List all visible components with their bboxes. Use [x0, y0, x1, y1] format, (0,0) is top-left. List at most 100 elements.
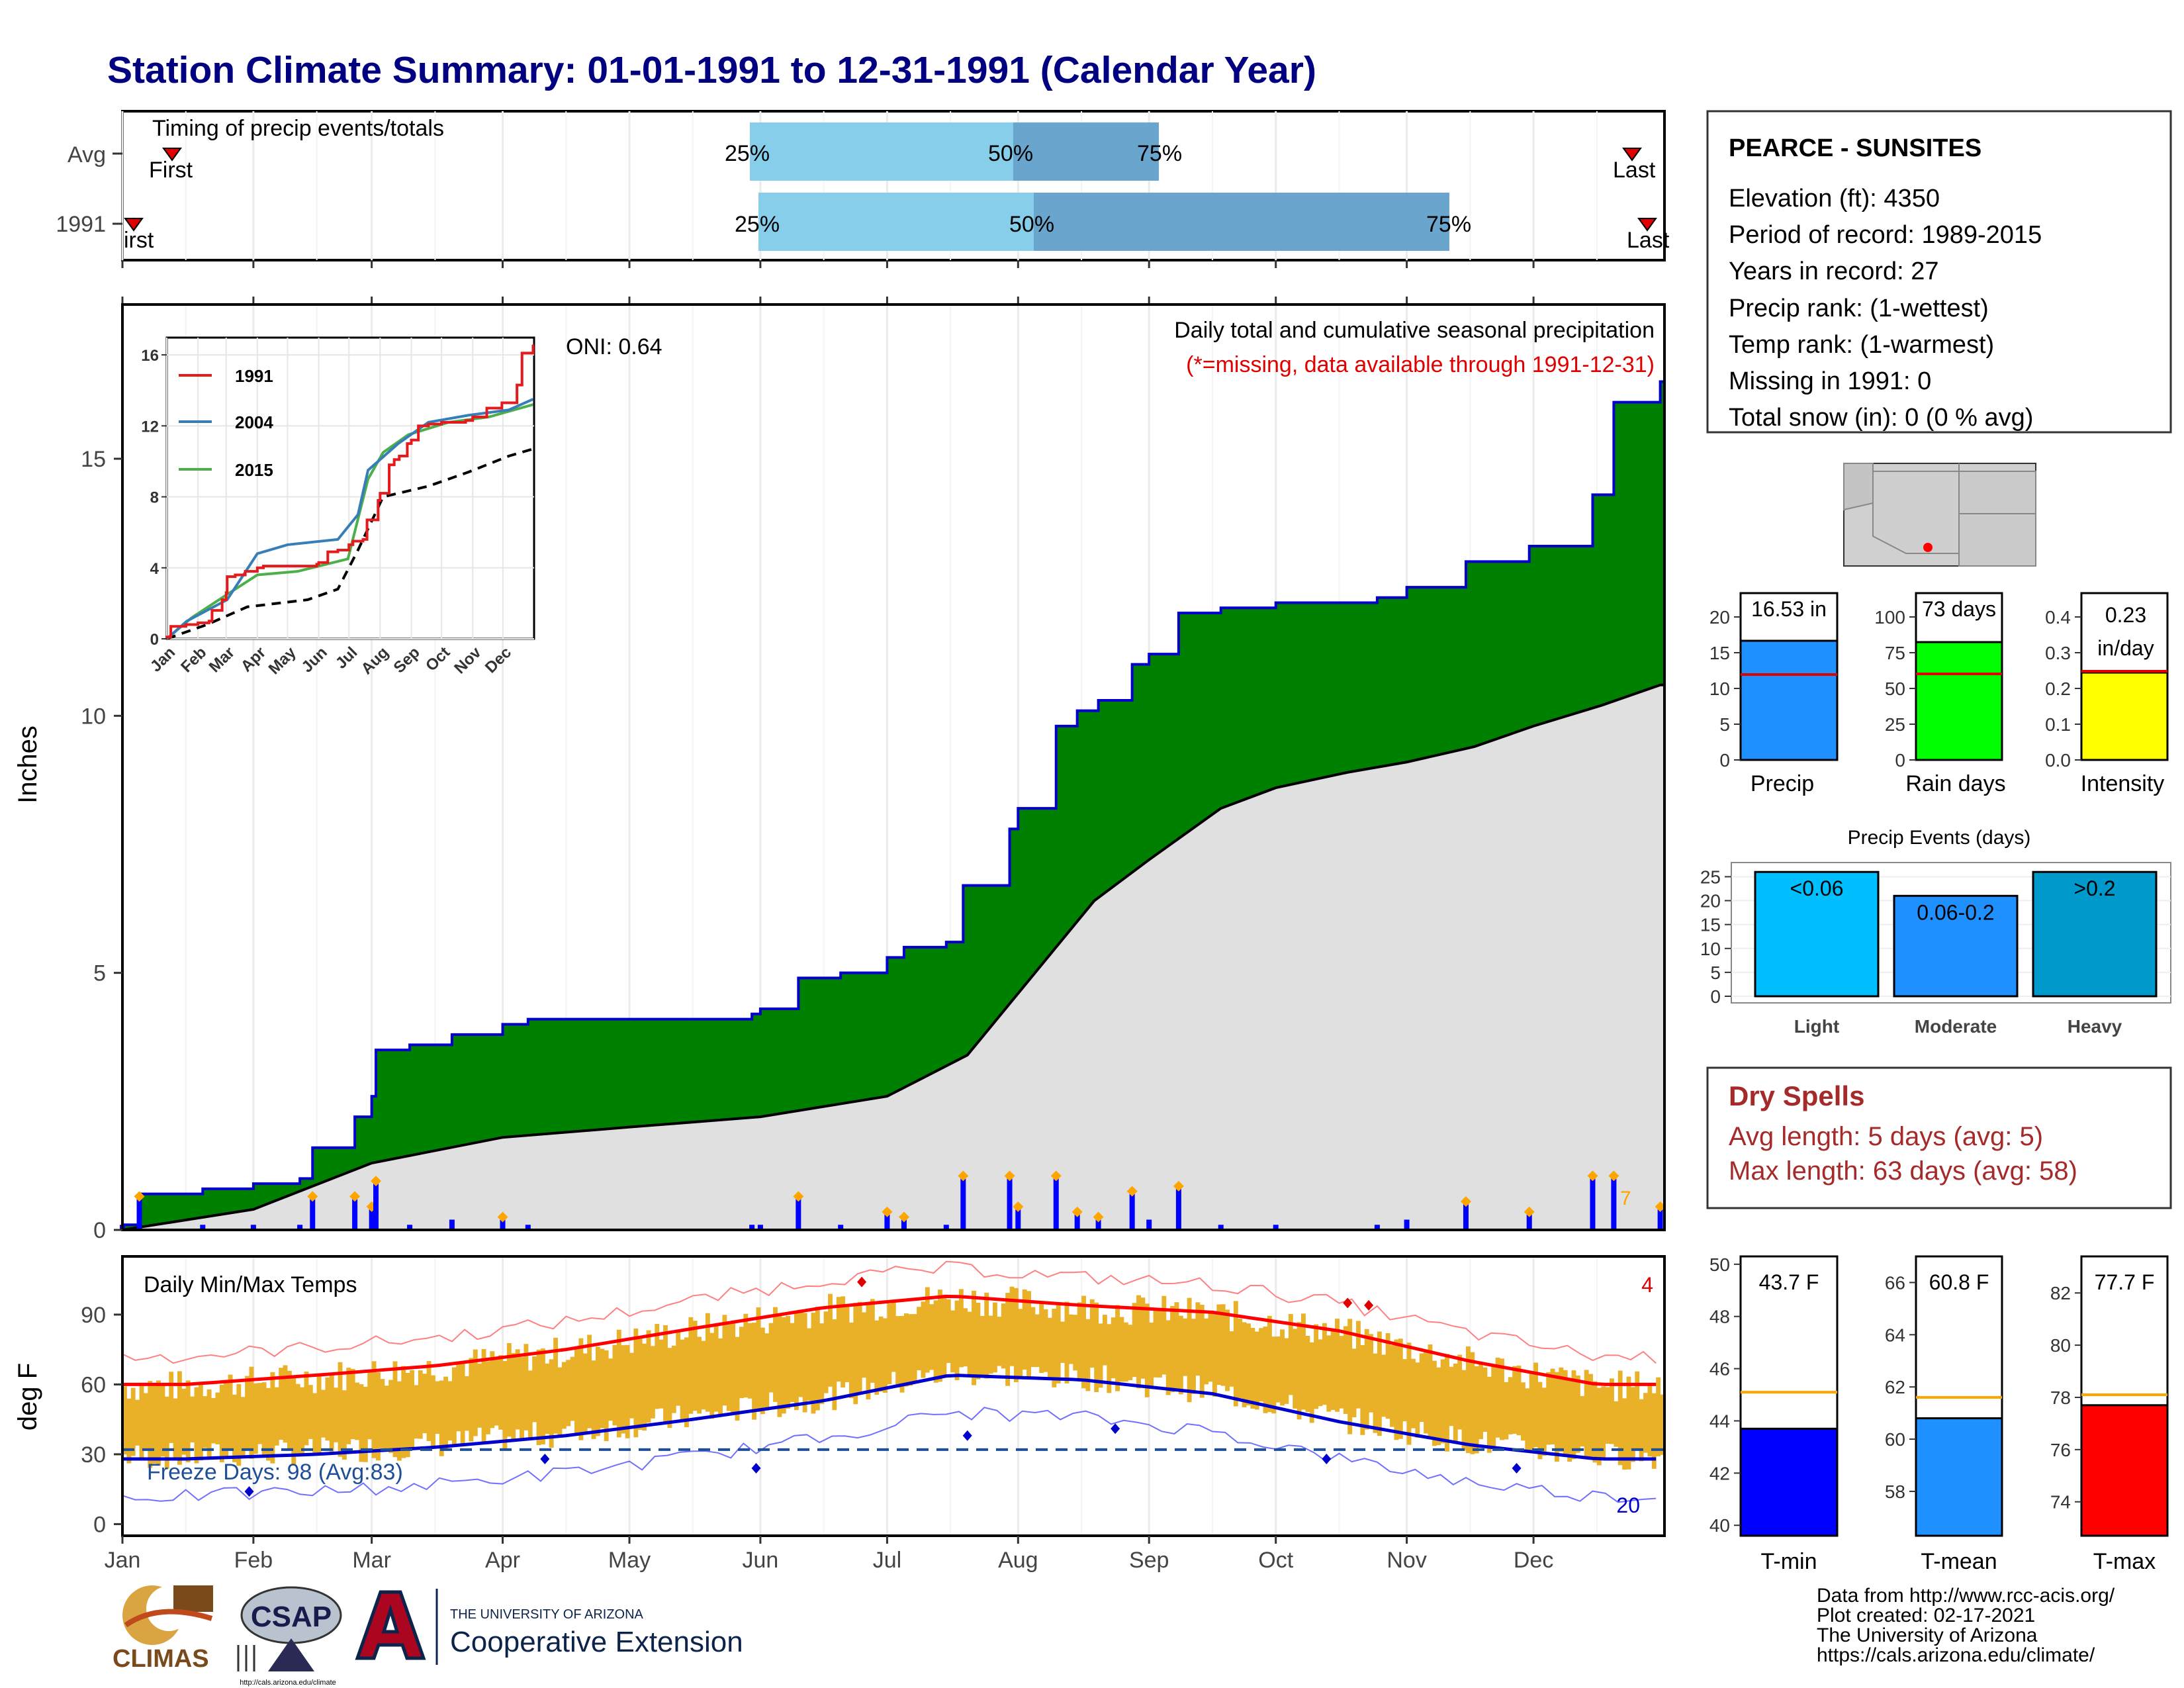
month-label: Feb [234, 1548, 273, 1573]
temp-summary-tick-label: 74 [2050, 1492, 2071, 1513]
summary-tick-label: 0.4 [2045, 607, 2071, 628]
temp-range-bar [148, 1381, 153, 1468]
credit-line-0: Data from http://www.rcc-acis.org/ [1817, 1585, 2115, 1607]
temp-range-bar [671, 1345, 676, 1413]
ua-line2: Cooperative Extension [450, 1626, 743, 1658]
event-bar-range-label: >0.2 [2073, 876, 2115, 900]
temp-range-bar [177, 1371, 182, 1465]
temp-range-bar [1052, 1309, 1057, 1387]
avg-q50-label: 50% [988, 141, 1033, 166]
daily-precip-bar [1218, 1225, 1224, 1230]
temp-range-bar [1571, 1370, 1576, 1460]
temp-range-bar [228, 1374, 233, 1451]
temp-range-bar [612, 1344, 617, 1426]
rain-days-bar-chart: 73 days Rain days 0 25 50 75 100 [1874, 592, 2006, 796]
temp-range-bar [773, 1307, 778, 1402]
temp-range-bar [925, 1287, 930, 1373]
inset-average-line [166, 447, 534, 640]
temp-range-bar [1225, 1309, 1230, 1391]
temp-range-bar [367, 1371, 373, 1440]
temp-summary-tick-label: 82 [2050, 1283, 2071, 1303]
temp-range-bar [979, 1316, 985, 1375]
temp-summary-bar-t-max [2080, 1404, 2169, 1537]
temp-range-bar [1170, 1305, 1175, 1393]
record-max-line [122, 1260, 1657, 1364]
temp-range-bar [139, 1383, 144, 1459]
heavy-event-diamond [1093, 1211, 1104, 1223]
daily-precip-bar [525, 1225, 531, 1230]
temp-range-bar [1504, 1382, 1509, 1440]
temp-range-bar [443, 1376, 449, 1450]
temp-range-bar [984, 1292, 989, 1379]
record-low-diamond [540, 1453, 550, 1464]
locator-map [1843, 463, 2036, 567]
temp-range-bar [198, 1383, 203, 1461]
month-label: Mar [352, 1548, 391, 1573]
temp-range-bar [1107, 1324, 1112, 1393]
inset-y-tick-label: 0 [150, 631, 159, 649]
temp-summary-tick-label: 42 [1709, 1463, 1730, 1483]
temp-range-bar [891, 1302, 896, 1372]
temp-range-bar [857, 1301, 862, 1395]
temp-range-bar [1525, 1388, 1530, 1453]
temp-range-bar [976, 1303, 981, 1380]
temp-range-bar [325, 1377, 330, 1441]
temp-range-bar [1267, 1315, 1272, 1413]
daily-precip-bar [1095, 1219, 1101, 1230]
station-name: PEARCE - SUNSITES [1729, 134, 1981, 162]
temps-ylabel: deg F [13, 1363, 42, 1430]
summary-tick-label: 25 [1885, 714, 1905, 735]
temp-range-bar [1559, 1367, 1564, 1452]
daily-precip-bar [757, 1225, 763, 1230]
temp-range-bar [283, 1365, 288, 1443]
temp-range-bar [1356, 1321, 1361, 1409]
daily-precip-bar [1590, 1178, 1596, 1230]
daily-precip-bar [1657, 1209, 1663, 1230]
temp-range-bar [169, 1372, 174, 1443]
temp-range-bar [1293, 1329, 1298, 1409]
temp-range-bar [663, 1325, 668, 1423]
temp-range-bar [823, 1311, 829, 1393]
temp-range-bar [498, 1355, 504, 1430]
temp-range-bar [439, 1380, 444, 1456]
temp-range-bar [1242, 1322, 1247, 1407]
temp-range-bar [942, 1294, 947, 1376]
temp-range-bar [249, 1366, 254, 1459]
temp-summary-tick-label: 40 [1709, 1515, 1730, 1536]
temp-range-bar [1199, 1305, 1205, 1398]
temp-summary-tick-label: 62 [1885, 1377, 1905, 1397]
heavy-event-diamond [793, 1191, 804, 1202]
page-title: Station Climate Summary: 01-01-1991 to 1… [107, 49, 1316, 91]
events-title: Precip Events (days) [1848, 827, 2031, 849]
temp-range-bar [954, 1300, 960, 1380]
temp-range-bar [1486, 1376, 1492, 1453]
temp-range-bar [126, 1398, 132, 1464]
daily-precip-bar [407, 1225, 413, 1230]
temp-summary-bar-t-min [1739, 1427, 1839, 1537]
temp-range-bar [1588, 1374, 1593, 1458]
average-max-line [122, 1294, 1657, 1386]
station-line-5: Missing in 1991: 0 [1729, 367, 1931, 395]
temp-range-bar [1482, 1367, 1488, 1432]
summary-tick-label: 75 [1885, 643, 1905, 663]
credit-line-1: Plot created: 02-17-2021 [1817, 1605, 2035, 1626]
temp-range-bar [1643, 1393, 1648, 1453]
temp-range-bar [709, 1333, 715, 1419]
temp-range-bar [287, 1370, 292, 1449]
heavy-event-diamond [1655, 1201, 1666, 1212]
temp-range-bar [304, 1372, 309, 1446]
temp-range-bar [1432, 1360, 1437, 1446]
temp-range-bar [451, 1367, 457, 1447]
month-label: Nov [1387, 1548, 1426, 1573]
temp-summary-tick-label: 78 [2050, 1387, 2071, 1408]
temp-range-bar [841, 1296, 846, 1388]
temp-range-bar [300, 1387, 304, 1456]
station-line-2: Years in record: 27 [1729, 258, 1939, 285]
temp-range-bar [376, 1372, 381, 1461]
summary-tick-label: 50 [1885, 679, 1905, 699]
temp-range-bar [536, 1349, 541, 1446]
event-bar-light [1754, 870, 1880, 998]
temp-range-bar [1479, 1362, 1484, 1440]
temp-summary-label: T-mean [1921, 1549, 1997, 1574]
temp-range-bar [338, 1362, 343, 1457]
